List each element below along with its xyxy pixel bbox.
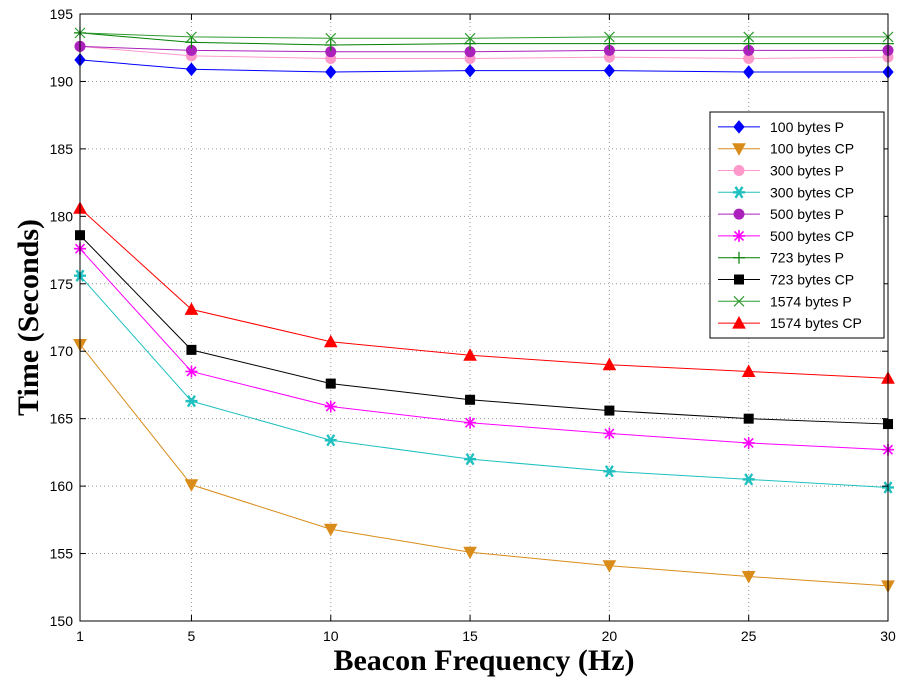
legend: 100 bytes P 100 bytes CP 300 bytes P 300 by… — [710, 112, 884, 338]
data-point — [603, 428, 615, 440]
legend-label: 1574 bytes P — [770, 293, 852, 309]
data-point — [466, 395, 475, 404]
y-tick-label: 170 — [50, 343, 74, 359]
legend-entry: 500 bytes CP — [718, 228, 854, 244]
data-point — [744, 414, 753, 423]
legend-label: 300 bytes CP — [770, 184, 854, 200]
legend-label: 500 bytes P — [770, 206, 844, 222]
data-point — [464, 417, 476, 429]
data-point — [325, 401, 337, 413]
y-tick-label: 160 — [50, 478, 74, 494]
legend-label: 100 bytes P — [770, 119, 844, 135]
legend-label: 300 bytes P — [770, 163, 844, 179]
legend-label: 500 bytes CP — [770, 228, 854, 244]
y-tick-label: 180 — [50, 208, 74, 224]
data-point — [187, 345, 196, 354]
legend-marker — [735, 275, 744, 284]
data-point — [185, 365, 197, 377]
legend-marker — [734, 166, 744, 176]
x-tick-label: 5 — [188, 628, 196, 644]
data-point — [326, 379, 335, 388]
data-point — [605, 406, 614, 415]
legend-marker — [733, 230, 745, 242]
x-tick-label: 10 — [323, 628, 339, 644]
legend-label: 723 bytes CP — [770, 272, 854, 288]
y-axis-label: Time (Seconds) — [12, 219, 45, 416]
legend-label: 100 bytes CP — [770, 141, 854, 157]
legend-marker — [734, 209, 744, 219]
x-tick-label: 1 — [76, 628, 84, 644]
y-tick-label: 175 — [50, 276, 74, 292]
x-tick-label: 30 — [880, 628, 896, 644]
y-tick-label: 165 — [50, 411, 74, 427]
x-tick-label: 15 — [462, 628, 478, 644]
y-tick-label: 195 — [50, 6, 74, 22]
y-tick-label: 150 — [50, 613, 74, 629]
x-tick-label: 20 — [602, 628, 618, 644]
y-tick-label: 190 — [50, 73, 74, 89]
y-tick-label: 155 — [50, 546, 74, 562]
x-axis-label: Beacon Frequency (Hz) — [333, 644, 634, 677]
x-tick-label: 25 — [741, 628, 757, 644]
y-tick-label: 185 — [50, 141, 74, 157]
legend-label: 723 bytes P — [770, 250, 844, 266]
legend-label: 1574 bytes CP — [770, 315, 862, 331]
data-point — [743, 437, 755, 449]
